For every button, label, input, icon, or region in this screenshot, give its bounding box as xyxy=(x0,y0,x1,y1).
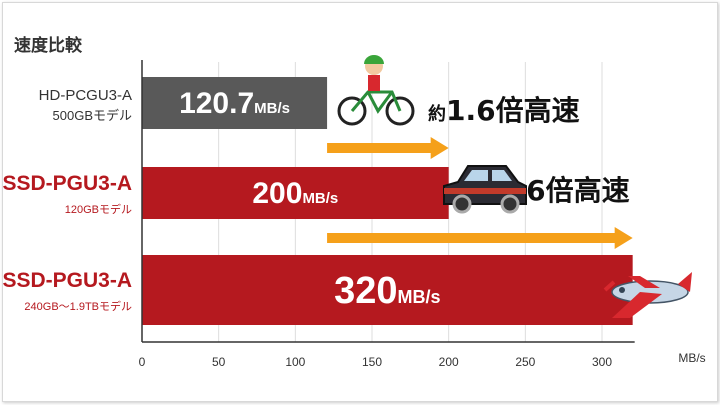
speed-annotation: 約1.6倍高速 xyxy=(428,94,580,127)
bar-value: 320 xyxy=(334,270,397,312)
airplane-icon xyxy=(603,272,692,318)
bar-value: 120.7 xyxy=(179,87,254,120)
bar-data-label: 320MB/s xyxy=(334,270,440,312)
x-axis-unit: MB/s xyxy=(678,351,705,365)
category-label: HD-PCGU3-A xyxy=(39,87,132,104)
bar xyxy=(142,77,328,129)
bar-value: 200 xyxy=(252,177,302,210)
category-sublabel: 240GB〜1.9TBモデル xyxy=(24,299,132,313)
x-tick-label: 200 xyxy=(439,355,459,369)
category-sublabel: 500GBモデル xyxy=(53,108,132,123)
x-tick-label: 250 xyxy=(515,355,535,369)
x-tick-label: 0 xyxy=(139,355,146,369)
category-label: SSD-PGU3-A xyxy=(2,269,132,292)
speed-arrow xyxy=(327,227,633,249)
bar-data-label: 200MB/s xyxy=(252,177,338,210)
annotation-prefix: 約 xyxy=(428,103,446,125)
bar-unit: MB/s xyxy=(254,100,290,117)
category-sublabel: 120GBモデル xyxy=(65,202,132,216)
chart-title: 速度比較 xyxy=(14,35,83,56)
x-tick-label: 300 xyxy=(592,355,612,369)
bicycle-icon xyxy=(337,55,415,126)
bar-unit: MB/s xyxy=(302,190,338,207)
bar xyxy=(142,167,449,219)
bar-data-label: 120.7MB/s xyxy=(179,87,290,120)
annotation-text: 1.6倍高速 xyxy=(446,94,580,127)
bar xyxy=(142,255,633,325)
x-tick-label: 150 xyxy=(362,355,382,369)
category-label: SSD-PGU3-A xyxy=(2,172,132,195)
bar-unit: MB/s xyxy=(398,287,441,307)
car-icon xyxy=(443,165,527,214)
speed-arrow xyxy=(327,137,449,159)
x-tick-label: 100 xyxy=(285,355,305,369)
x-tick-label: 50 xyxy=(212,355,226,369)
